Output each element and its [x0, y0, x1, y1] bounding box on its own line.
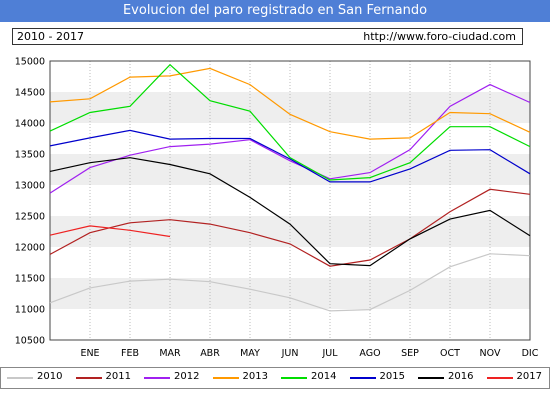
title-bar [0, 0, 550, 22]
source-url[interactable]: http://www.foro-ciudad.com [363, 30, 516, 43]
y-tick-label: 14500 [15, 88, 45, 99]
series-line-2016 [49, 157, 531, 267]
legend-item-2013: 2013 [207, 368, 276, 388]
legend-swatch [349, 377, 376, 379]
legend-item-2017: 2017 [481, 368, 550, 388]
legend-item-2016: 2016 [412, 368, 481, 388]
legend-swatch [7, 377, 33, 379]
legend-label: 2015 [379, 371, 405, 382]
legend-label: 2014 [311, 371, 337, 382]
x-tick-label: MAR [159, 348, 181, 359]
series-line-2011 [49, 188, 531, 267]
series-line-2014 [49, 63, 531, 181]
plot-frame [49, 60, 531, 341]
y-tick-label: 11000 [15, 305, 45, 316]
legend-item-2014: 2014 [275, 368, 344, 388]
x-tick-label: NOV [480, 348, 501, 359]
info-bar: 2010 - 2017 http://www.foro-ciudad.com [12, 28, 523, 45]
y-tick-label: 10500 [15, 336, 45, 347]
x-tick-label: JUN [281, 348, 299, 359]
y-tick-label: 15000 [15, 57, 45, 68]
legend-item-2010: 2010 [1, 368, 70, 388]
legend: 2010 2011 2012 2013 2014 2015 2016 2017 [0, 367, 550, 389]
legend-item-2015: 2015 [344, 368, 413, 388]
legend-swatch [418, 377, 444, 379]
y-tick-label: 13500 [15, 150, 45, 161]
legend-label: 2012 [174, 371, 200, 382]
legend-label: 2013 [242, 371, 268, 382]
y-tick-label: 12000 [15, 243, 45, 254]
series-line-2010 [49, 253, 531, 312]
chart-title: Evolucion del paro registrado en San Fer… [122, 3, 428, 18]
y-tick-label: 12500 [15, 212, 45, 223]
legend-item-2011: 2011 [70, 368, 139, 388]
y-tick-label: 13000 [15, 181, 45, 192]
legend-swatch [144, 377, 170, 379]
x-tick-label: OCT [440, 348, 460, 359]
x-tick-label: FEB [121, 348, 139, 359]
legend-item-2012: 2012 [138, 368, 207, 388]
x-tick-label: ENE [80, 348, 99, 359]
legend-label: 2011 [105, 371, 131, 382]
series-line-2015 [49, 129, 531, 183]
legend-swatch [281, 377, 307, 379]
x-tick-label: AGO [359, 348, 380, 359]
series-line-2013 [49, 67, 531, 140]
x-tick-label: ABR [200, 348, 220, 359]
series-line-2017 [49, 225, 171, 238]
legend-swatch [212, 377, 239, 379]
legend-label: 2010 [37, 371, 63, 382]
period-label: 2010 - 2017 [17, 30, 84, 43]
x-tick-label: MAY [240, 348, 260, 359]
legend-swatch [75, 377, 102, 379]
legend-swatch [486, 377, 513, 379]
x-tick-label: JUL [321, 348, 338, 359]
x-tick-label: DIC [522, 348, 539, 359]
y-tick-label: 11500 [15, 274, 45, 285]
series-line-2012 [49, 83, 531, 194]
legend-label: 2016 [448, 371, 474, 382]
x-tick-label: SEP [401, 348, 419, 359]
y-tick-label: 14000 [15, 119, 45, 130]
legend-label: 2017 [516, 371, 542, 382]
